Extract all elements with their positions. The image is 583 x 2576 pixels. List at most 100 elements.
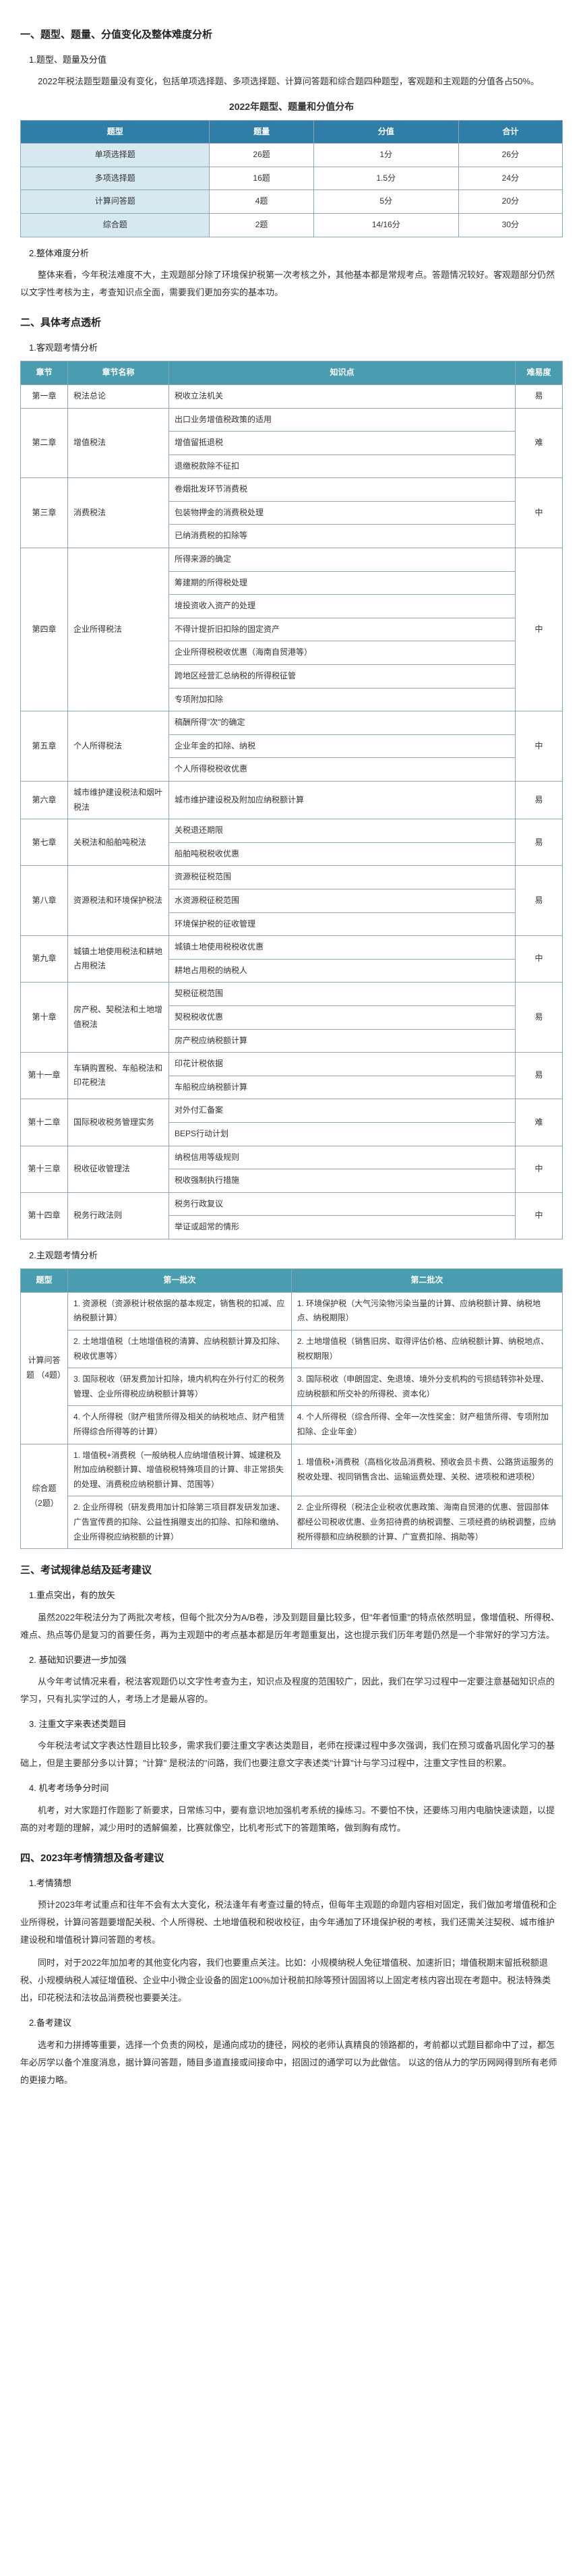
table1-cell: 26分 <box>458 144 562 167</box>
table2-point: 税收立法机关 <box>169 384 516 408</box>
table1-cell: 2题 <box>210 213 313 237</box>
table2-point: 退缴税款除不征扣 <box>169 455 516 478</box>
table2-point: 关税退还期限 <box>169 819 516 843</box>
table2-chapter: 第十三章 <box>21 1146 68 1192</box>
table2-h1: 章节名称 <box>68 361 169 385</box>
table1-cell: 26题 <box>210 144 313 167</box>
table2-chapter: 第七章 <box>21 819 68 866</box>
table2-diff: 易 <box>516 819 563 866</box>
table2-diff: 中 <box>516 548 563 711</box>
section1-p1: 2022年税法题型题量没有变化，包括单项选择题、多项选择题、计算问答题和综合题四… <box>20 73 563 90</box>
table2-point: 稿酬所得"次"的确定 <box>169 711 516 735</box>
table3-batch2: 2. 土地增值税（销售旧房、取得评估价格、应纳税额计算、纳税地点、税权期限） <box>291 1330 562 1368</box>
table1-cell: 4题 <box>210 190 313 214</box>
table3-batch1: 4. 个人所得税（财产租赁所得及相关的纳税地点、财产租赁所得综合所得等的计算） <box>68 1406 292 1444</box>
table2-h3: 难易度 <box>516 361 563 385</box>
table2-diff: 中 <box>516 1146 563 1192</box>
table2: 章节 章节名称 知识点 难易度 第一章税法总论税收立法机关易第二章增值税法出口业… <box>20 361 563 1239</box>
table3: 题型 第一批次 第二批次 计算问答题 （4题）1. 资源税（资源税计税依据的基本… <box>20 1268 563 1549</box>
table2-name: 消费税法 <box>68 478 169 548</box>
section4-p1-2: 同时，对于2022年加加考的其他变化内容，我们也要重点关注。比如：小规模纳税人免… <box>20 1954 563 2007</box>
table2-point: 纳税信用等级规则 <box>169 1146 516 1169</box>
table2-point: 城市维护建设税及附加应纳税额计算 <box>169 782 516 819</box>
table2-diff: 易 <box>516 782 563 819</box>
table3-batch2: 3. 国际税收（申朗固定、免退境、境外分支机构的亏损结转弥补处理、应纳税额和所交… <box>291 1368 562 1406</box>
table2-point: 税务行政复议 <box>169 1192 516 1216</box>
section2-sub2: 2.主观题考情分析 <box>20 1248 563 1263</box>
table2-diff: 易 <box>516 866 563 936</box>
table2-name: 增值税法 <box>68 408 169 478</box>
table2-diff: 中 <box>516 711 563 782</box>
table2-point: 城镇土地使用税税收优惠 <box>169 936 516 960</box>
section3-sub3: 3. 注重文字来表述类题目 <box>20 1716 563 1732</box>
table3-batch1: 1. 增值税+消费税（一般纳税人应纳增值税计算、城建税及附加应纳税额计算、增值税… <box>68 1444 292 1496</box>
table1-h2: 分值 <box>313 120 458 144</box>
table2-diff: 中 <box>516 478 563 548</box>
table3-h1: 第一批次 <box>68 1269 292 1293</box>
table1-cell: 多项选择题 <box>21 167 210 190</box>
section2-sub1: 1.客观题考情分析 <box>20 340 563 355</box>
table2-point: 举证或超常的情形 <box>169 1216 516 1239</box>
table2-diff: 中 <box>516 936 563 983</box>
table1-h1: 题量 <box>210 120 313 144</box>
table3-h2: 第二批次 <box>291 1269 562 1293</box>
table1-cell: 16题 <box>210 167 313 190</box>
table2-point: 已纳消费税的扣除等 <box>169 525 516 548</box>
table3-batch1: 1. 资源税（资源税计税依据的基本规定，销售税的扣减、应纳税额计算） <box>68 1292 292 1330</box>
table2-point: 增值留抵退税 <box>169 432 516 455</box>
table2-point: 车船税应纳税额计算 <box>169 1076 516 1099</box>
table1: 题型 题量 分值 合计 单项选择题26题1分26分多项选择题16题1.5分24分… <box>20 120 563 237</box>
table2-name: 房产税、契税法和土地增值税法 <box>68 983 169 1053</box>
section4-title: 四、2023年考情猜想及备考建议 <box>20 1849 563 1867</box>
table2-point: 企业年金的扣除、纳税 <box>169 734 516 758</box>
section3-p3: 今年税法考试文字表达性题目比较多，需求我们要注重文字表达类题目，老师在授课过程中… <box>20 1737 563 1772</box>
table2-chapter: 第八章 <box>21 866 68 936</box>
table2-name: 税法总论 <box>68 384 169 408</box>
table2-chapter: 第十四章 <box>21 1192 68 1239</box>
table1-cell: 计算问答题 <box>21 190 210 214</box>
table2-point: 跨地区经营汇总纳税的所得税征管 <box>169 665 516 689</box>
table2-point: 印花计税依据 <box>169 1053 516 1076</box>
table3-type: 综合题 （2题） <box>21 1444 68 1549</box>
table3-h0: 题型 <box>21 1269 68 1293</box>
table2-diff: 易 <box>516 983 563 1053</box>
table2-point: 出口业务增值税政策的适用 <box>169 408 516 432</box>
table2-chapter: 第十章 <box>21 983 68 1053</box>
section3-p4: 机考，对大家题打作题影了新要求，日常练习中，要有意识地加强机考系统的操练习。不要… <box>20 1802 563 1837</box>
table2-point: 境投资收入资产的处理 <box>169 595 516 618</box>
section3-title: 三、考试规律总结及延考建议 <box>20 1561 563 1579</box>
table2-chapter: 第四章 <box>21 548 68 711</box>
table1-cell: 20分 <box>458 190 562 214</box>
table3-batch2: 2. 企业所得税（税法企业税收优惠政策、海南自贸港的优惠、营园部体都经公司税收优… <box>291 1496 562 1549</box>
section1-p2: 整体来看，今年税法难度不大，主观题部分除了环境保护税第一次考核之外，其他基本都是… <box>20 266 563 301</box>
section3-p2: 从今年考试情况来看，税法客观题仍以文字性考查为主，知识点及程度的范围较广，因此，… <box>20 1673 563 1708</box>
table2-name: 企业所得税法 <box>68 548 169 711</box>
table1-cell: 综合题 <box>21 213 210 237</box>
table1-cell: 1分 <box>313 144 458 167</box>
table2-chapter: 第五章 <box>21 711 68 782</box>
table2-chapter: 第九章 <box>21 936 68 983</box>
table2-name: 车辆购置税、车船税法和印花税法 <box>68 1053 169 1099</box>
table2-name: 国际税收税务管理实务 <box>68 1099 169 1146</box>
table1-cell: 1.5分 <box>313 167 458 190</box>
table2-diff: 中 <box>516 1192 563 1239</box>
table2-name: 城市维护建设税法和烟叶税法 <box>68 782 169 819</box>
table2-point: 水资源税征税范围 <box>169 889 516 912</box>
table1-cell: 14/16分 <box>313 213 458 237</box>
table3-batch2: 4. 个人所得税（综合所得、全年一次性奖金：财产租赁所得、专项附加扣除、企业年金… <box>291 1406 562 1444</box>
table2-name: 个人所得税法 <box>68 711 169 782</box>
section3-sub4: 4. 机考考场争分时间 <box>20 1780 563 1796</box>
table2-point: 对外付汇备案 <box>169 1099 516 1123</box>
table2-chapter: 第十一章 <box>21 1053 68 1099</box>
section4-sub2: 2.备考建议 <box>20 2015 563 2030</box>
table2-chapter: 第十二章 <box>21 1099 68 1146</box>
table2-point: 环境保护税的征收管理 <box>169 912 516 936</box>
table3-batch2: 1. 环境保护税（大气污染物污染当量的计算、应纳税额计算、纳税地点、纳税期限） <box>291 1292 562 1330</box>
table3-batch1: 3. 国际税收（研发费加计扣除，境内机构在外行付汇的税务管理、企业所得税应纳税额… <box>68 1368 292 1406</box>
table2-h0: 章节 <box>21 361 68 385</box>
table2-point: 耕地占用税的纳税人 <box>169 959 516 983</box>
section2-title: 二、具体考点透析 <box>20 314 563 332</box>
table3-type: 计算问答题 （4题） <box>21 1292 68 1444</box>
table1-cell: 24分 <box>458 167 562 190</box>
table2-point: 所得来源的确定 <box>169 548 516 572</box>
